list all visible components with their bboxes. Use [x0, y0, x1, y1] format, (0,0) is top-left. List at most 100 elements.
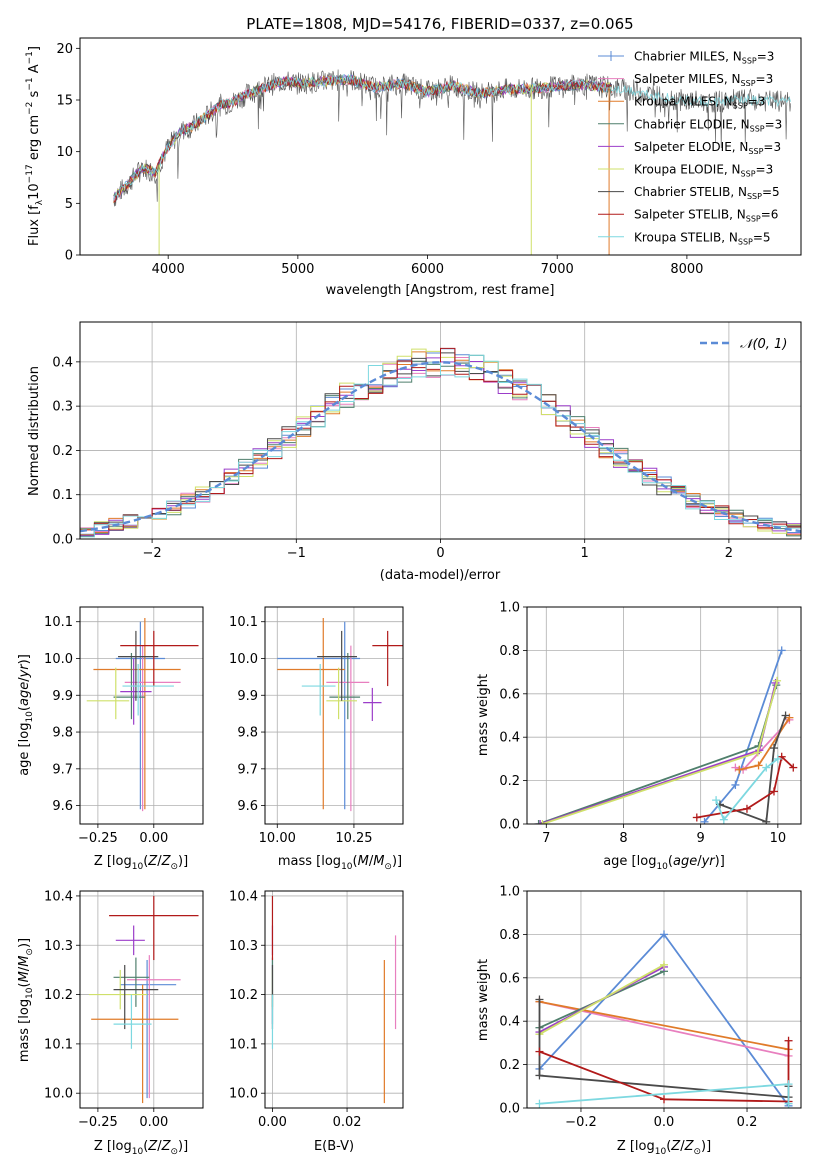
y-tick-label: 10.1	[229, 1037, 258, 1052]
spectrum-legend: Chabrier MILES, NSSP=3 Salpeter MILES, NS…	[598, 50, 782, 246]
weight-vs-age-ylabel: mass weight	[476, 674, 491, 756]
x-tick-label: 0.2	[737, 1115, 758, 1130]
y-tick-label: 0.1	[52, 488, 73, 503]
y-tick-label: 9.8	[52, 726, 73, 741]
normal-legend-label: 𝒩(0, 1)	[740, 337, 787, 352]
y-tick-label: 9.6	[237, 799, 258, 814]
y-tick-label: 15	[56, 94, 73, 109]
y-tick-label: 0.4	[52, 355, 73, 370]
y-tick-label: 0.0	[499, 818, 520, 833]
histogram-legend: 𝒩(0, 1)	[700, 337, 787, 352]
panel-frame	[526, 890, 802, 1109]
y-tick-label: 10.0	[44, 652, 73, 667]
panel-marks	[535, 930, 793, 1108]
y-tick-label: 5	[65, 197, 73, 212]
x-tick-label: 8	[619, 831, 627, 846]
x-tick-label: 7	[542, 831, 550, 846]
weight-vs-age-xlabel: age [log10(age/yr)]	[603, 854, 725, 872]
y-tick-label: 10	[56, 145, 73, 160]
spectrum-frame	[79, 37, 802, 256]
x-tick-label: −0.25	[78, 831, 118, 846]
age-vs-Z-xlabel: Z [log10(Z/Z⊙)]	[94, 854, 188, 872]
y-tick-label: 0.2	[499, 774, 520, 789]
legend-label: Salpeter MILES, NSSP=3	[634, 72, 773, 88]
y-tick-label: 10.2	[229, 988, 258, 1003]
y-tick-label: 9.7	[237, 762, 258, 777]
age-vs-mass-panel: 10.00 10.25 9.6 9.7 9.8 9.9 10.0 10.1	[229, 606, 404, 846]
y-tick-label: 10.0	[44, 1087, 73, 1102]
x-tick-label: 6000	[411, 262, 444, 277]
y-tick-label: 0.0	[499, 1102, 520, 1117]
panel-frame	[79, 890, 204, 1109]
y-tick-label: 9.9	[52, 689, 73, 704]
legend-label: Salpeter STELIB, NSSP=6	[634, 208, 778, 224]
x-tick-label: 7000	[541, 262, 574, 277]
panel-marks	[277, 618, 403, 812]
histogram-kroupa-stelib	[80, 354, 801, 539]
histogram-steps	[80, 347, 801, 539]
y-tick-label: 0.4	[499, 1015, 520, 1030]
y-tick-label: 20	[56, 42, 73, 57]
weight-vs-Z-xlabel: Z [log10(Z/Z⊙)]	[617, 1139, 711, 1157]
legend-label: Salpeter ELODIE, NSSP=3	[634, 140, 781, 156]
panel-marks	[271, 895, 397, 1104]
spectrum-panel: 4000 5000 6000 7000 8000 0 5 10 15 20 Chabrier MI…	[25, 37, 802, 298]
y-tick-label: 1.0	[499, 885, 520, 900]
mass-vs-Z-ylabel: mass [log10(M/M⊙)]	[17, 938, 35, 1062]
y-tick-label: 10.0	[229, 652, 258, 667]
panel-marks	[86, 618, 199, 812]
x-tick-label: 5000	[281, 262, 314, 277]
age-vs-mass-xlabel: mass [log10(M/M⊙)]	[278, 854, 402, 872]
y-tick-label: 9.9	[237, 689, 258, 704]
y-tick-label: 0.3	[52, 400, 73, 415]
y-tick-label: 0	[65, 249, 73, 264]
y-tick-label: 10.1	[229, 615, 258, 630]
histogram-frame	[79, 321, 802, 540]
x-tick-label: 1	[581, 546, 589, 561]
age-vs-Z-ylabel: age [log10(age/yr)]	[17, 654, 35, 776]
histogram-panel: −2 −1 0 1 2 0.0 0.1 0.2 0.3 0.4 𝒩(0, 1) (data-mod…	[27, 321, 802, 583]
y-tick-label: 10.0	[229, 1087, 258, 1102]
legend-label: Kroupa MILES, NSSP=3	[634, 95, 765, 111]
x-tick-label: −0.25	[78, 1115, 118, 1130]
y-tick-label: 0.2	[499, 1058, 520, 1073]
panel-axes: 10.00 10.25 9.6 9.7 9.8 9.9 10.0 10.1	[229, 607, 403, 846]
x-tick-label: 0.02	[333, 1115, 362, 1130]
x-tick-label: 0.00	[139, 1115, 168, 1130]
y-tick-label: 9.6	[52, 799, 73, 814]
y-tick-label: 10.3	[44, 939, 73, 954]
weight-vs-Z-panel: −0.2 0.0 0.2 0.0 0.2 0.4 0.6 0.8 1.0	[499, 885, 802, 1130]
x-tick-label: 0.00	[139, 831, 168, 846]
weight-line-chabrier-stelib	[719, 715, 787, 824]
x-tick-label: 0	[436, 546, 444, 561]
spectrum-lines	[113, 69, 791, 255]
x-tick-label: 8000	[670, 262, 703, 277]
model-spectrum-kroupa-stelib	[113, 74, 791, 201]
y-tick-label: 10.1	[44, 615, 73, 630]
y-tick-label: 0.6	[499, 971, 520, 986]
y-tick-label: 10.4	[44, 889, 73, 904]
panel-axes: −0.25 0.00 10.0 10.1 10.2 10.3 10.4	[44, 889, 203, 1130]
panel-frame	[264, 606, 404, 825]
chart-title: PLATE=1808, MJD=54176, FIBERID=0337, z=0…	[246, 15, 633, 33]
x-tick-label: 0.0	[654, 1115, 675, 1130]
observed-spectrum	[113, 69, 791, 207]
legend-label: Chabrier STELIB, NSSP=5	[634, 185, 780, 201]
panel-marks	[88, 895, 199, 1104]
legend-label: Kroupa STELIB, NSSP=5	[634, 230, 771, 246]
panel-frame	[526, 606, 802, 825]
y-tick-label: 0.6	[499, 687, 520, 702]
mass-vs-ebv-xlabel: E(B-V)	[314, 1139, 354, 1154]
y-tick-label: 9.7	[52, 762, 73, 777]
weight-vs-age-panel: 7 8 9 10 0.0 0.2 0.4 0.6 0.8 1.0	[499, 601, 802, 846]
x-tick-label: 10.00	[259, 831, 296, 846]
x-tick-label: −2	[143, 546, 162, 561]
weight-vs-Z-ylabel: mass weight	[476, 959, 491, 1041]
x-tick-label: 10	[770, 831, 787, 846]
y-tick-label: 0.4	[499, 731, 520, 746]
x-tick-label: −1	[287, 546, 306, 561]
y-tick-label: 0.2	[52, 444, 73, 459]
x-tick-label: 0.00	[258, 1115, 287, 1130]
y-tick-label: 0.8	[499, 644, 520, 659]
legend-label: Chabrier ELODIE, NSSP=3	[634, 117, 782, 133]
